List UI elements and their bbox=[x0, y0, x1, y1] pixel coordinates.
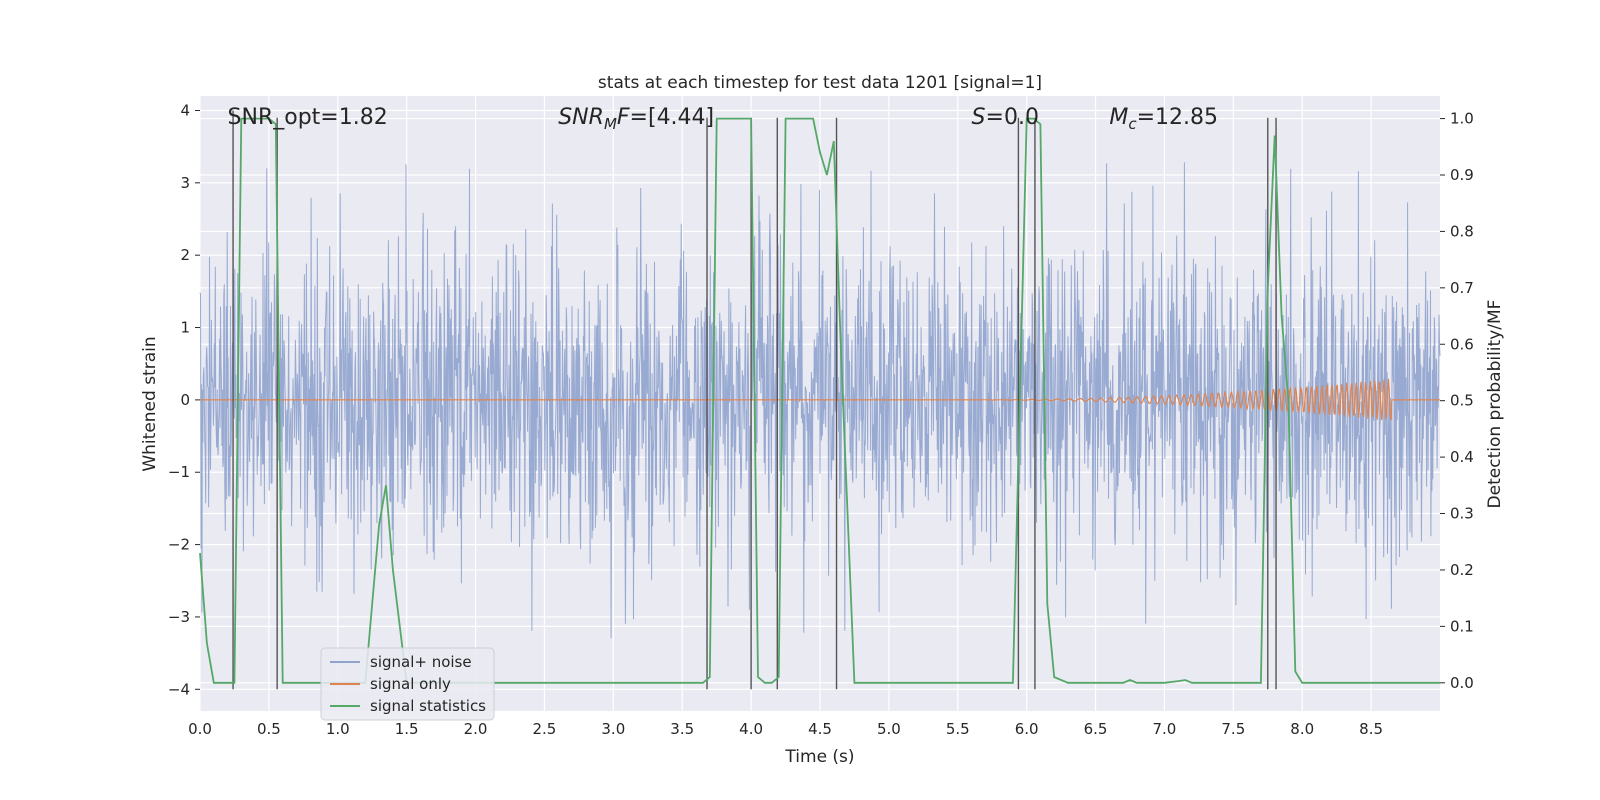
annotation-text: SNR_opt=1.82 bbox=[228, 105, 388, 130]
left-y-axis-ticks: −4 −3 −2 −1 0 1 2 3 4 bbox=[168, 101, 200, 698]
legend: signal+ noise signal only signal statist… bbox=[320, 647, 495, 721]
annotations: SNR_opt=1.82 SNRMF=[4.44] S=0.0 Mc=12.85 bbox=[228, 105, 1218, 133]
x-axis-label: Time (s) bbox=[784, 747, 854, 767]
right-y-tick-label: 0.3 bbox=[1450, 505, 1474, 523]
right-y-tick-label: 0.0 bbox=[1450, 674, 1474, 692]
left-y-tick-label: −2 bbox=[168, 536, 190, 554]
x-tick-label: 8.0 bbox=[1290, 720, 1314, 738]
legend-label-stats: signal statistics bbox=[370, 697, 486, 715]
left-y-tick-label: −4 bbox=[168, 680, 190, 698]
right-y-tick-label: 1.0 bbox=[1450, 110, 1474, 128]
x-tick-label: 0.5 bbox=[257, 720, 281, 738]
left-y-tick-label: 0 bbox=[180, 391, 190, 409]
x-tick-label: 0.0 bbox=[188, 720, 212, 738]
x-tick-label: 1.5 bbox=[395, 720, 419, 738]
left-y-tick-label: −1 bbox=[168, 463, 190, 481]
legend-label-noise: signal+ noise bbox=[370, 653, 472, 671]
annotation-text: S=0.0 bbox=[972, 105, 1039, 130]
left-y-tick-label: 2 bbox=[180, 246, 190, 264]
right-y-tick-label: 0.6 bbox=[1450, 335, 1474, 353]
x-tick-label: 3.5 bbox=[670, 720, 694, 738]
x-tick-label: 1.0 bbox=[326, 720, 350, 738]
signal-noise-line bbox=[199, 162, 1441, 639]
signal-noise-series bbox=[199, 162, 1441, 639]
right-y-tick-label: 0.9 bbox=[1450, 166, 1474, 184]
left-y-tick-label: 1 bbox=[180, 319, 190, 337]
x-tick-label: 2.5 bbox=[533, 720, 557, 738]
right-y-tick-label: 0.2 bbox=[1450, 561, 1474, 579]
x-tick-label: 7.0 bbox=[1153, 720, 1177, 738]
x-tick-label: 3.0 bbox=[601, 720, 625, 738]
annotation-text: SNRMF=[4.44] bbox=[558, 105, 714, 133]
right-y-axis-ticks: 0.0 0.1 0.2 0.3 0.4 0.5 0.6 0.7 0.8 0.9 1.0 bbox=[1440, 110, 1474, 692]
right-y-tick-label: 0.4 bbox=[1450, 448, 1474, 466]
x-tick-label: 5.0 bbox=[877, 720, 901, 738]
x-tick-label: 5.5 bbox=[946, 720, 970, 738]
signal-only-series bbox=[200, 378, 1440, 421]
signal-only-line bbox=[200, 378, 1440, 421]
x-tick-label: 8.5 bbox=[1359, 720, 1383, 738]
left-y-tick-label: −3 bbox=[168, 608, 190, 626]
right-y-tick-label: 0.7 bbox=[1450, 279, 1474, 297]
x-tick-label: 6.0 bbox=[1015, 720, 1039, 738]
legend-box bbox=[320, 647, 495, 721]
x-tick-label: 4.0 bbox=[739, 720, 763, 738]
left-y-axis-label: Whitened strain bbox=[140, 336, 160, 471]
annotation-text: Mc=12.85 bbox=[1109, 105, 1218, 133]
x-tick-label: 6.5 bbox=[1084, 720, 1108, 738]
legend-label-signal: signal only bbox=[370, 675, 451, 693]
right-y-tick-label: 0.5 bbox=[1450, 392, 1474, 410]
x-tick-label: 7.5 bbox=[1221, 720, 1245, 738]
right-y-tick-label: 0.8 bbox=[1450, 222, 1474, 240]
right-y-tick-label: 0.1 bbox=[1450, 617, 1474, 635]
chart-title: stats at each timestep for test data 120… bbox=[598, 73, 1042, 93]
left-y-tick-label: 4 bbox=[180, 101, 190, 119]
left-y-tick-label: 3 bbox=[180, 174, 190, 192]
x-axis-ticks: 0.0 0.5 1.0 1.5 2.0 2.5 3.0 3.5 4.0 4.5 5.0 5.5 6.0 6… bbox=[188, 720, 1383, 738]
x-tick-label: 4.5 bbox=[808, 720, 832, 738]
x-tick-label: 2.0 bbox=[464, 720, 488, 738]
right-y-axis-label: Detection probability/MF bbox=[1485, 300, 1505, 509]
